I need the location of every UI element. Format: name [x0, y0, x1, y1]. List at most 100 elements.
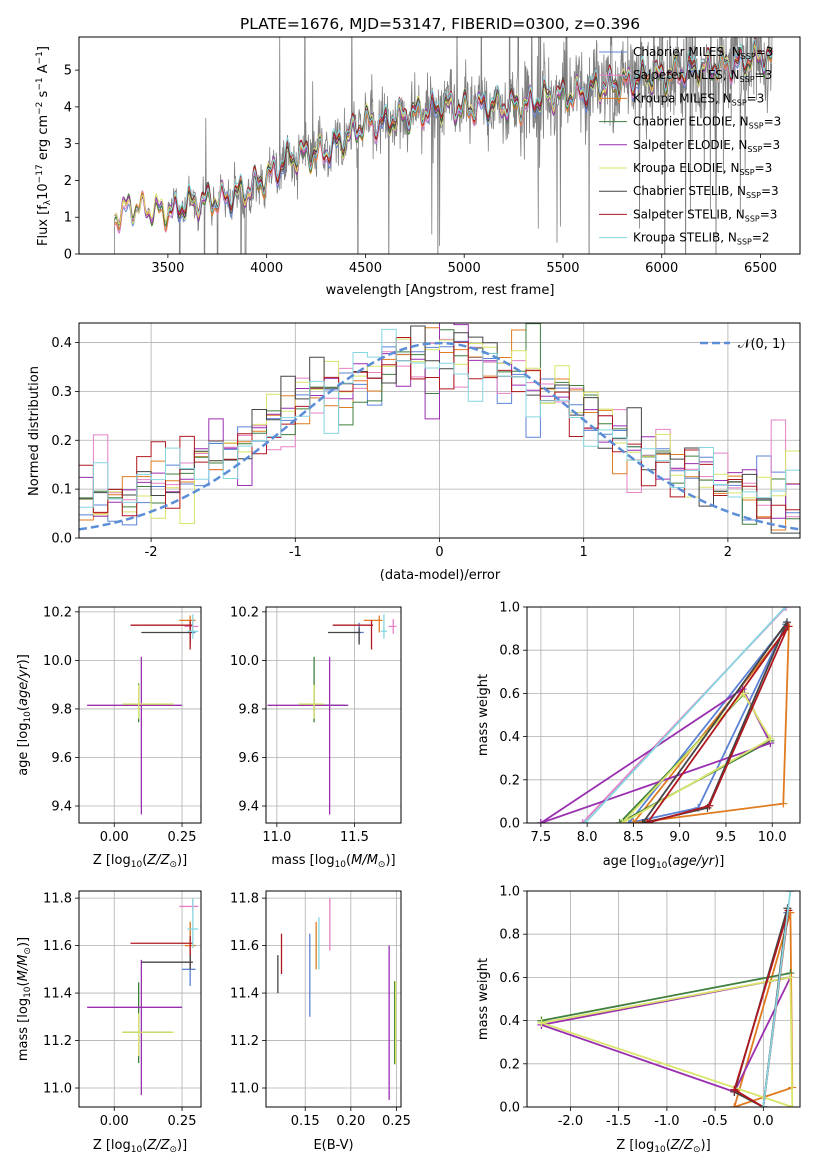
y-tick-label: 10.2 [43, 605, 72, 620]
legend-label: Salpeter ELODIE, NSSP=3 [633, 138, 780, 154]
plot-area [267, 614, 397, 815]
weight-marker [629, 819, 638, 823]
y-tick-label: 0.6 [499, 687, 520, 702]
y-tick-label: 9.4 [238, 800, 259, 815]
weight-line [621, 691, 772, 823]
weight-marker [782, 607, 791, 611]
x-tick-label: 8.5 [623, 830, 644, 845]
legend-gauss-label: 𝒩(0, 1) [738, 337, 785, 352]
y-tick-label: 1.0 [499, 601, 520, 616]
y-tick-label: 0.2 [51, 434, 72, 449]
weight-marker [783, 618, 792, 627]
y-tick-label: 0.4 [499, 730, 520, 745]
weight-line [628, 623, 787, 823]
y-tick-label: 11.0 [43, 1082, 72, 1097]
legend-label: Kroupa MILES, NSSP=3 [633, 91, 764, 107]
x-tick-label: 4000 [250, 261, 283, 276]
y-tick-label: 11.2 [43, 1034, 72, 1049]
z-age-panel-y-label: age [log10(age/yr)] [16, 654, 33, 776]
plot-area [87, 614, 199, 815]
x-tick-label: 8.0 [577, 830, 598, 845]
x-tick-label: 3500 [151, 261, 184, 276]
weight-line [541, 976, 792, 1094]
legend-label: Chabrier ELODIE, NSSP=3 [633, 115, 781, 131]
spectrum-panel: 3500 4000 4500 5000 5500 6000 6500 0 1 2 3 4 5 wavele… [35, 36, 801, 298]
weight-marker [536, 819, 545, 823]
y-tick-label: 11.2 [230, 1034, 259, 1049]
z-mass-panel-x-label: Z [log10(Z/Z⊙)] [93, 1138, 187, 1155]
y-tick-label: 0.6 [499, 971, 520, 986]
histogram-chabrier-stelib [79, 325, 800, 534]
y-tick-label: 0.8 [499, 928, 520, 943]
weight-marker [615, 819, 624, 823]
y-tick-label: 0.2 [499, 1057, 520, 1072]
ebv-mass-panel: 0.15 0.20 0.25 11.0 11.2 11.4 11.6 11.8 E(B-V) [230, 890, 411, 1153]
x-tick-label: 5500 [546, 261, 579, 276]
z-weight-panel: -2.0 -1.5 -1.0 -0.5 0.0 0.0 0.2 0.4 0.6 0.8 1.0 Z [… [476, 885, 801, 1155]
y-tick-label: 11.8 [43, 892, 72, 907]
legend-label: Kroupa STELIB, NSSP=2 [633, 231, 770, 247]
x-tick-label: 0.00 [100, 1114, 129, 1129]
axes-frame [78, 36, 801, 255]
y-tick-label: 11.6 [230, 939, 259, 954]
x-tick-label: -2.0 [558, 1114, 583, 1129]
z-weight-panel-x-label: Z [log10(Z/Z⊙)] [616, 1138, 710, 1155]
x-tick-label: 0.15 [291, 1114, 320, 1129]
x-tick-label: 4500 [349, 261, 382, 276]
x-tick-label: 11.5 [340, 830, 369, 845]
weight-line [646, 625, 789, 823]
spectrum-model-chabrier-stelib [167, 41, 773, 219]
x-tick-label: 0.25 [382, 1114, 411, 1129]
y-tick-label: 0.0 [499, 817, 520, 832]
weight-marker [779, 799, 788, 808]
y-tick-label: 10.0 [43, 654, 72, 669]
z-weight-panel-y-label: mass weight [476, 958, 491, 1040]
gaussian-curve [79, 341, 800, 531]
age-weight-panel-x-label: age [log10(age/yr)] [603, 854, 725, 871]
histogram-kroupa-stelib [79, 328, 800, 508]
z-age-panel: 0.00 0.25 9.4 9.6 9.8 10.0 10.2 Z [log10(Z/Z⊙)]… [16, 605, 202, 870]
figure-title: PLATE=1676, MJD=53147, FIBERID=0300, z=0… [240, 15, 640, 33]
y-tick-label: 0.4 [51, 336, 72, 351]
y-tick-label: 3 [64, 137, 72, 152]
x-tick-label: 0 [435, 545, 443, 560]
spectrum-y-label: Flux [fλ10−17 erg cm−2 s−1 A−1] [35, 46, 53, 246]
weight-marker [786, 973, 795, 982]
weight-marker [581, 819, 590, 823]
weight-line [584, 607, 786, 823]
weight-marker [781, 607, 790, 611]
spectrum-model-kroupa-stelib [167, 38, 773, 217]
y-tick-label: 11.6 [43, 939, 72, 954]
plot-area [79, 323, 800, 534]
age-weight-panel: 7.5 8.0 8.5 9.0 9.5 10.0 0.0 0.2 0.4 0.6 0.8 1.0 age… [476, 601, 801, 871]
x-tick-label: -1.0 [654, 1114, 679, 1129]
x-tick-label: 0.25 [168, 1114, 197, 1129]
weight-marker [578, 819, 587, 823]
plot-area [114, 37, 773, 254]
x-tick-label: 7.5 [531, 830, 552, 845]
axes-frame [265, 606, 402, 824]
histogram-salpeter-stelib [79, 337, 800, 519]
weight-marker [788, 1103, 797, 1107]
y-tick-label: 11.8 [230, 892, 259, 907]
weight-marker [759, 1103, 768, 1107]
y-tick-label: 0.0 [499, 1101, 520, 1116]
weight-marker [786, 891, 795, 895]
y-tick-label: 0.3 [51, 385, 72, 400]
y-tick-label: 9.8 [51, 702, 72, 717]
axes-frame [526, 606, 801, 824]
axes-frame [78, 606, 202, 824]
plot-area [536, 607, 793, 823]
x-tick-label: 11.0 [262, 830, 291, 845]
y-tick-label: 1.0 [499, 885, 520, 900]
residual-x-label: (data-model)/error [380, 568, 501, 583]
x-tick-label: 9.5 [716, 830, 737, 845]
weight-marker [705, 801, 714, 810]
weight-marker [783, 622, 792, 631]
plot-area [537, 891, 797, 1107]
x-tick-label: 5000 [448, 261, 481, 276]
residual-y-label: Normed distribution [27, 366, 42, 496]
x-tick-label: 6500 [744, 261, 777, 276]
weight-marker [643, 819, 652, 823]
